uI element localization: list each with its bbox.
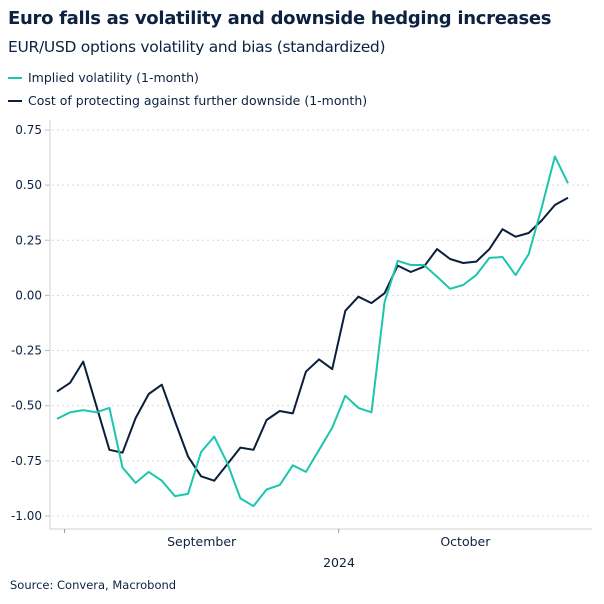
y-tick-label: -0.25: [11, 344, 42, 358]
series-line: [56, 196, 569, 482]
x-tick-label: September: [167, 534, 237, 549]
y-tick-label: -0.75: [11, 454, 42, 468]
series-line: [56, 155, 569, 508]
legend-item-downside-cost: Cost of protecting against further downs…: [8, 93, 367, 108]
y-tick-label: -1.00: [11, 509, 42, 523]
y-tick-label: 0.00: [15, 288, 42, 302]
chart-subtitle: EUR/USD options volatility and bias (sta…: [8, 38, 386, 56]
y-tick-label: -0.50: [11, 399, 42, 413]
legend-item-implied-volatility: Implied volatility (1-month): [8, 70, 199, 85]
legend-swatch: [8, 99, 22, 102]
chart-title: Euro falls as volatility and downside he…: [8, 8, 552, 29]
source-note: Source: Convera, Macrobond: [10, 578, 177, 592]
legend-swatch: [8, 76, 22, 79]
y-tick-label: 0.50: [15, 178, 42, 192]
x-axis-title: 2024: [323, 555, 355, 570]
y-tick-label: 0.25: [15, 233, 42, 247]
legend-label: Implied volatility (1-month): [28, 70, 199, 85]
x-tick-label: October: [440, 534, 491, 549]
legend-label: Cost of protecting against further downs…: [28, 93, 368, 108]
y-tick-label: 0.75: [15, 123, 42, 137]
